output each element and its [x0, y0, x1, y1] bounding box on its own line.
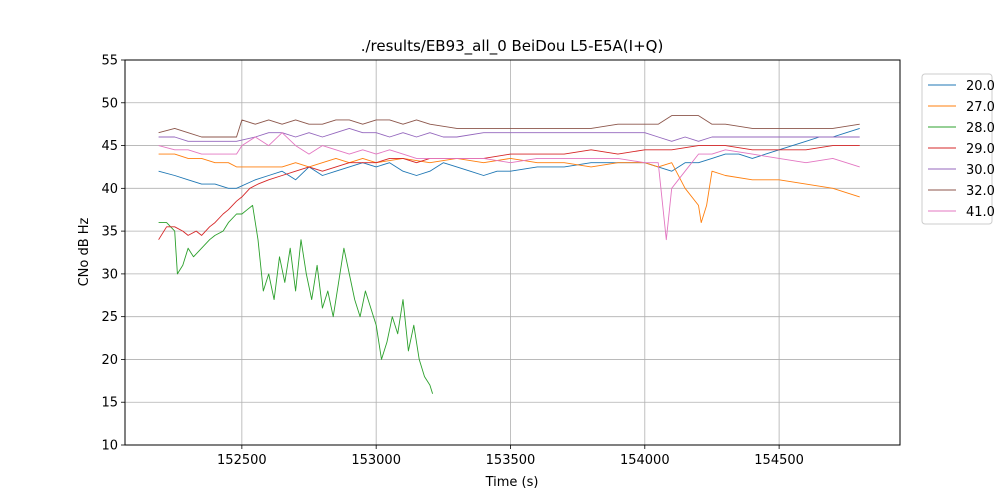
series-line-32.0: [158, 115, 860, 138]
series-line-29.0: [158, 145, 860, 240]
legend-label: 41.0: [966, 205, 995, 220]
x-tick-label: 154500: [754, 453, 804, 468]
x-tick-label: 152500: [217, 453, 267, 468]
legend: 20.0 27.0 28.0 29.0 30.0 32.0 41.0: [921, 73, 995, 225]
y-tick-label: 25: [101, 310, 118, 325]
y-tick-label: 20: [101, 353, 118, 368]
series-line-20.0: [158, 127, 860, 189]
x-tick-label: 153500: [486, 453, 536, 468]
legend-label: 32.0: [966, 184, 995, 199]
x-axis-title: Time (s): [485, 475, 539, 490]
legend-label: 20.0: [966, 79, 995, 94]
y-tick-label: 35: [101, 225, 118, 240]
legend-label: 27.0: [966, 100, 995, 115]
series-line-41.0: [158, 132, 860, 241]
y-tick-label: 45: [101, 139, 118, 154]
y-tick-label: 30: [101, 267, 118, 282]
x-axis-ticks: 152500 153000 153500 154000 154500: [217, 445, 804, 468]
series-line-30.0: [158, 127, 860, 142]
series-lines: [158, 115, 860, 394]
y-tick-label: 15: [101, 396, 118, 411]
y-tick-label: 55: [101, 54, 118, 69]
x-tick-label: 153000: [351, 453, 401, 468]
x-tick-label: 154000: [620, 453, 670, 468]
legend-items: 20.0 27.0 28.0 29.0 30.0 32.0 41.0: [928, 79, 995, 220]
y-tick-label: 10: [101, 439, 118, 454]
legend-box: [921, 73, 993, 225]
y-axis-title: CNo dB Hz: [77, 217, 92, 286]
y-axis-ticks: 10 15 20 25 30 35 40 45 50 55: [101, 54, 125, 454]
chart-title: ./results/EB93_all_0 BeiDou L5-E5A(I+Q): [361, 37, 664, 56]
plot-frame: [124, 59, 901, 446]
series-line-28.0: [158, 204, 434, 394]
legend-label: 29.0: [966, 142, 995, 157]
y-tick-label: 40: [101, 182, 118, 197]
legend-label: 30.0: [966, 163, 995, 178]
series-line-27.0: [158, 153, 860, 224]
y-tick-label: 50: [101, 96, 118, 111]
legend-label: 28.0: [966, 121, 995, 136]
